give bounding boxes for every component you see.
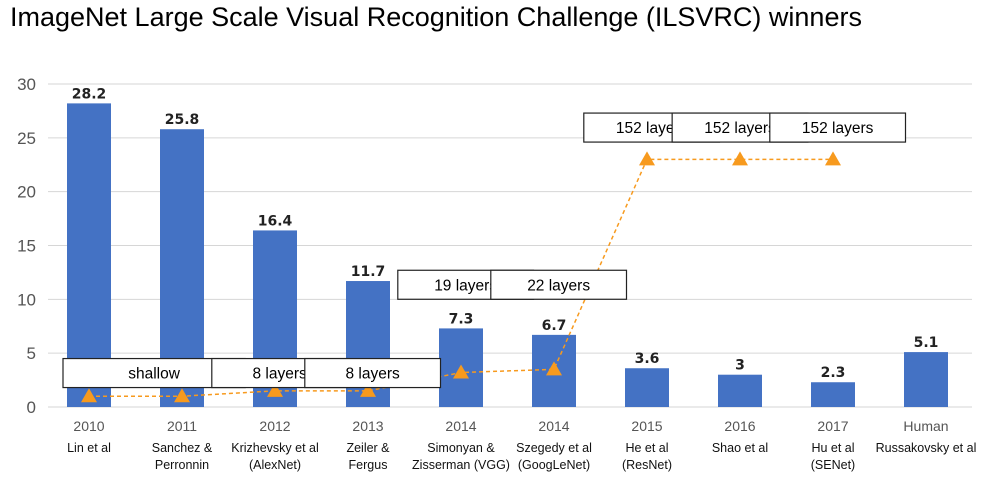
author-label: Russakovsky et al bbox=[876, 441, 977, 455]
x-tick-label: 2014 bbox=[538, 418, 569, 434]
author-label: (AlexNet) bbox=[249, 458, 301, 472]
y-tick-label: 10 bbox=[17, 290, 36, 309]
bar bbox=[718, 374, 762, 407]
x-tick-label: 2012 bbox=[259, 418, 290, 434]
data-label: 3.6 bbox=[635, 351, 660, 367]
depth-marker bbox=[546, 361, 562, 376]
data-label: 5.1 bbox=[914, 335, 939, 351]
author-label: He et al bbox=[625, 441, 668, 455]
author-label: Szegedy et al bbox=[516, 441, 592, 455]
bar bbox=[67, 103, 111, 407]
annotation-label: 8 layers bbox=[253, 366, 308, 383]
annotation-label: 19 layers bbox=[434, 277, 497, 294]
depth-marker bbox=[81, 388, 97, 403]
annotation-label: 8 layers bbox=[346, 366, 401, 383]
data-labels: 28.2 25.8 16.4 11.7 7.3 6.7 3.6 3 2.3 5.1 bbox=[72, 86, 939, 381]
author-label: Sanchez & bbox=[152, 441, 213, 455]
depth-marker bbox=[174, 388, 190, 403]
data-label: 3 bbox=[735, 358, 745, 374]
annotation-box bbox=[769, 112, 907, 143]
author-label: (ResNet) bbox=[622, 458, 672, 472]
depth-marker bbox=[453, 364, 469, 379]
chart-title: ImageNet Large Scale Visual Recognition … bbox=[10, 2, 862, 32]
x-tick-label: 2016 bbox=[724, 418, 755, 434]
data-label: 7.3 bbox=[449, 311, 474, 327]
author-label: Zeiler & bbox=[346, 441, 390, 455]
x-tick-label: 2014 bbox=[445, 418, 476, 434]
data-label: 28.2 bbox=[72, 86, 107, 102]
data-label: 6.7 bbox=[542, 318, 567, 334]
data-label: 11.7 bbox=[351, 264, 386, 280]
y-tick-label: 25 bbox=[17, 129, 36, 148]
x-tick-label: 2011 bbox=[167, 418, 197, 434]
x-tick-label: 2015 bbox=[631, 418, 662, 434]
y-tick-label: 0 bbox=[27, 398, 36, 417]
author-label: Hu et al bbox=[811, 441, 854, 455]
author-label: Shao et al bbox=[712, 441, 768, 455]
author-label: Fergus bbox=[349, 458, 388, 472]
author-labels: Lin et al Sanchez & Perronnin Krizhevsky et… bbox=[67, 441, 976, 472]
y-axis: 0 5 10 15 20 25 30 bbox=[17, 75, 36, 417]
data-label: 2.3 bbox=[821, 365, 846, 381]
author-label: Simonyan & bbox=[427, 441, 495, 455]
depth-marker bbox=[732, 151, 748, 166]
bar bbox=[904, 352, 948, 407]
x-tick-label: Human bbox=[903, 418, 948, 434]
annotation-label: 22 layers bbox=[527, 277, 590, 294]
x-tick-label: 2017 bbox=[817, 418, 848, 434]
x-tick-label: 2010 bbox=[73, 418, 104, 434]
author-label: (GoogLeNet) bbox=[518, 458, 590, 472]
author-label: Perronnin bbox=[155, 458, 209, 472]
annotation-label: 152 layers bbox=[802, 120, 874, 137]
bar bbox=[625, 368, 669, 407]
depth-marker bbox=[825, 151, 841, 166]
x-axis: 2010 2011 2012 2013 2014 2014 2015 2016 2017 Huma… bbox=[73, 418, 948, 434]
annotation-label: shallow bbox=[128, 366, 180, 383]
author-label: Lin et al bbox=[67, 441, 111, 455]
data-label: 25.8 bbox=[165, 112, 200, 128]
annotation-label: 152 layers bbox=[704, 120, 776, 137]
depth-line-series bbox=[81, 151, 841, 403]
annotation-box bbox=[490, 269, 628, 300]
y-tick-label: 30 bbox=[17, 75, 36, 94]
author-label: (SENet) bbox=[811, 458, 855, 472]
bar bbox=[811, 382, 855, 407]
author-label: Krizhevsky et al bbox=[231, 441, 319, 455]
y-tick-label: 15 bbox=[17, 237, 36, 256]
annotation-label: 152 layers bbox=[616, 120, 688, 137]
data-label: 16.4 bbox=[258, 213, 293, 229]
y-tick-label: 20 bbox=[17, 183, 36, 202]
y-tick-label: 5 bbox=[27, 344, 36, 363]
depth-marker bbox=[360, 382, 376, 397]
layer-annotations: shallow 8 layers 8 layers 19 layers 22 layer… bbox=[62, 112, 907, 389]
x-tick-label: 2013 bbox=[352, 418, 383, 434]
author-label: Zisserman (VGG) bbox=[412, 458, 510, 472]
annotation-box bbox=[304, 357, 442, 389]
depth-marker bbox=[639, 151, 655, 166]
depth-marker bbox=[267, 382, 283, 397]
